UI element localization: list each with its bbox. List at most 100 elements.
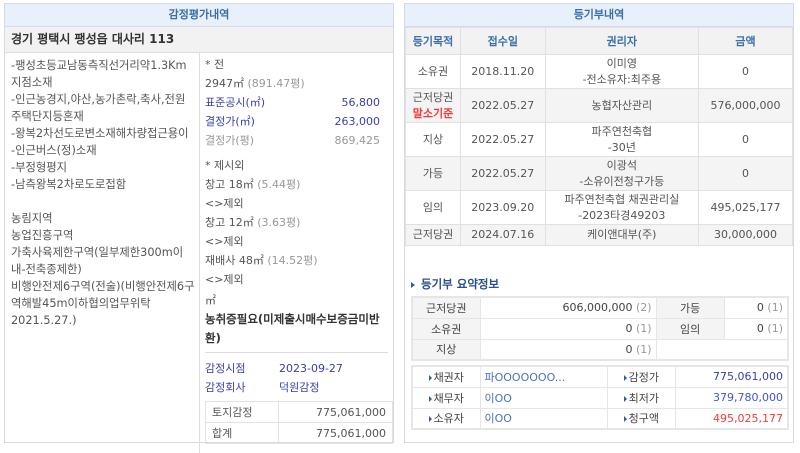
appraisal-details: * 전 2947㎡ (891.47평) 표준공시(㎡) 56,800 결정가(㎡)… [200,53,393,453]
text: 창고 18㎡ [205,178,254,191]
registry-row: 근저당권 2024.07.16 케이앤대부(주) 30,000,000 [405,224,793,246]
triangle-bullet-icon [623,374,627,381]
amount-cell: 576,000,000 [698,88,793,123]
text: 임의 [422,200,444,214]
excluded-item: 창고 18㎡ (5.44평) [205,175,388,194]
appraisal-panel: 감정평가내역 경기 평택시 팽성읍 대사리 113 -팽성초등교남동측직선거리약… [4,3,394,453]
location-line: -팽성초등교남동측직선거리약1.3Km지점소재 [11,59,187,89]
summary-label: 가등 [655,296,725,319]
summary-label: 지상 [411,338,481,361]
text: 가등 [422,166,444,180]
parties-table: 채권자 파OOOOOOO... 감정가 775,061,000 채무자 이OO 최저가 379… [411,365,789,430]
text: (1) [635,342,652,356]
date-cell: 2022.05.27 [459,122,546,157]
text: 지상 [422,132,444,146]
price-value: 495,025,177 [674,407,789,430]
text: 775,061,000 [278,422,393,444]
decided-price-pyeong: 결정가(평) 869,425 [205,134,380,147]
text: (14.52평) [267,254,318,267]
amount-cell: 0 [698,156,793,191]
text: (5.44평) [257,178,301,191]
party-value: 파OOOOOOO... [479,365,608,388]
appraisal-company: 감정회사 덕원감정 [205,381,320,394]
party-value: 이OO [479,407,608,430]
column-header: 접수일 [459,27,546,55]
location-line: -인근버스(정)소재 [11,144,97,157]
date-cell: 2023.09.20 [459,190,546,225]
purpose-cell: 임의 [405,190,461,225]
purpose-cell: 소유권 [405,54,461,89]
zoning-line: 농림지역 [11,212,53,225]
excluded-note: <>제외 [205,273,244,286]
location-line: -왕복2차선도로변소재해차량접근용이 [11,127,189,140]
text: 채무자 [433,391,464,405]
summary-title: 등기부 요약정보 [411,276,793,292]
total-row: 합계 775,061,000 [204,422,393,444]
text: 창고 12㎡ [205,216,254,229]
zoning-line: 가축사육제한구역(일부제한300m이내-전축종제한) [11,246,184,276]
holder-cell: 파주연천축협 -30년 [544,122,700,157]
purpose-cell: 근저당권 [405,224,461,246]
text: 최저가 [628,391,659,405]
decided-price: 결정가(㎡) 263,000 [205,115,380,128]
text: 농협자산관리 [591,98,653,112]
text: 청구액 [628,412,659,426]
date-cell: 2018.11.20 [459,54,546,89]
party-row: 소유자 이OO 청구액 495,025,177 [411,407,789,430]
location-line: -남측왕복2차로도로접함 [11,178,127,191]
text: 소유자 [433,412,464,426]
text: 채권자 [433,370,464,384]
holder-cell: 이미영 -전소유자:최주용 [544,54,700,89]
text: 0 [756,322,764,335]
text: -전소유자:최주용 [582,72,662,86]
text: 파주연천축협 [591,124,653,138]
text: 토지감정 [204,401,280,423]
text: (1) [767,301,783,315]
party-row: 채무자 이OO 최저가 379,780,000 [411,386,789,409]
registry-table: 등기목적 접수일 권리자 금액 소유권 2018.11.20 이미영 -전소유자:최주용 0 근저… [405,27,793,246]
registry-row: 소유권 2018.11.20 이미영 -전소유자:최주용 0 [405,54,793,89]
triangle-bullet-icon [623,395,627,402]
text: 감정가 [628,370,659,384]
party-label: 소유자 [411,407,481,430]
location-line: -인근농경지,야산,농가촌락,축사,전원주택단지등혼재 [11,93,186,123]
text: 0 [625,342,633,356]
holder-cell: 파주연천축협 채권관리실 -2023타경49203 [544,190,700,225]
text: (2) [635,301,652,315]
property-address: 경기 평택시 팽성읍 대사리 113 [5,27,393,53]
farmland-notice: 농취증필요(미제출시매수보증금미반환) [205,312,380,345]
summary-value: 0 (1) [479,317,657,340]
price-label: 청구액 [606,407,676,430]
text: (1) [767,322,783,335]
party-label: 채무자 [411,386,481,409]
summary-value: 0 (1) [723,317,789,340]
location-line: -부정형평지 [11,161,68,174]
text: 0 [625,322,633,335]
appraisal-totals: 토지감정 775,061,000 합계 775,061,000 [204,401,393,444]
registry-row: 지상 2022.05.27 파주연천축협 -30년 0 [405,122,793,157]
price-value: 379,780,000 [674,386,789,409]
triangle-bullet-icon [428,395,432,402]
summary-label: 임의 [655,317,725,340]
text: 근저당권 [412,90,454,104]
amount-cell: 30,000,000 [698,224,793,246]
column-header: 권리자 [544,27,700,55]
summary-value: 0 (1) [479,338,657,361]
purpose-cell: 가등 [405,156,461,191]
baseline-badge: 말소기준 [412,106,454,120]
excluded-item: 재배사 48㎡ (14.52평) [205,251,388,270]
amount-cell: 495,025,177 [698,190,793,225]
text: 606,000,000 [562,301,633,315]
holder-cell: 케이앤대부(주) [544,224,700,246]
text: 근저당권 [412,228,454,241]
amount-cell: 0 [698,122,793,157]
summary-value: 606,000,000 (2) [479,296,657,319]
party-value: 이OO [479,386,608,409]
date-cell: 2024.07.16 [459,224,546,246]
party-label: 채권자 [411,365,481,388]
text: 재배사 48㎡ [205,254,264,267]
date-cell: 2022.05.27 [459,156,546,191]
text: 소유권 [417,64,449,78]
summary-table: 근저당권 606,000,000 (2) 가등 0 (1) 소유권 0 (1) 임의 0 (1… [411,296,789,361]
